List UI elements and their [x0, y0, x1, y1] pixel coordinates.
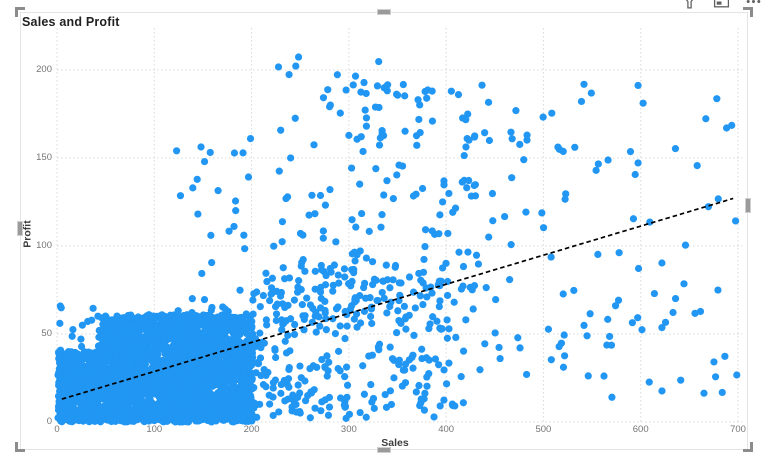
resize-handle-bottom-right[interactable]	[743, 442, 753, 452]
visual-title: Sales and Profit	[22, 15, 120, 29]
x-tick-label: 200	[243, 424, 260, 435]
x-tick-label: 600	[632, 424, 649, 435]
resize-handle-top[interactable]	[377, 9, 391, 15]
x-tick-label: 100	[146, 424, 163, 435]
resize-handle-bottom-left[interactable]	[15, 442, 25, 452]
y-tick-label: 200	[36, 64, 52, 75]
resize-handle-right[interactable]	[745, 198, 751, 213]
y-tick-label: 0	[46, 416, 52, 427]
resize-handle-top-right[interactable]	[743, 7, 753, 17]
resize-handle-left[interactable]	[17, 221, 23, 236]
more-options-icon[interactable]	[745, 0, 762, 10]
x-axis-title: Sales	[381, 437, 409, 449]
y-tick-label: 50	[41, 328, 52, 339]
visual-header	[681, 0, 762, 10]
resize-handle-bottom[interactable]	[377, 447, 391, 453]
y-tick-label: 100	[36, 240, 52, 251]
x-tick-label: 700	[730, 424, 746, 435]
x-tick-label: 400	[438, 424, 455, 435]
resize-handle-top-left[interactable]	[15, 7, 25, 17]
x-tick-label: 500	[535, 424, 552, 435]
x-tick-label: 0	[54, 424, 60, 435]
focus-mode-icon[interactable]	[713, 0, 730, 10]
y-axis-title: Profit	[21, 220, 34, 248]
y-tick-label: 150	[36, 152, 52, 163]
filter-icon[interactable]	[681, 0, 698, 10]
x-tick-label: 300	[340, 424, 357, 435]
